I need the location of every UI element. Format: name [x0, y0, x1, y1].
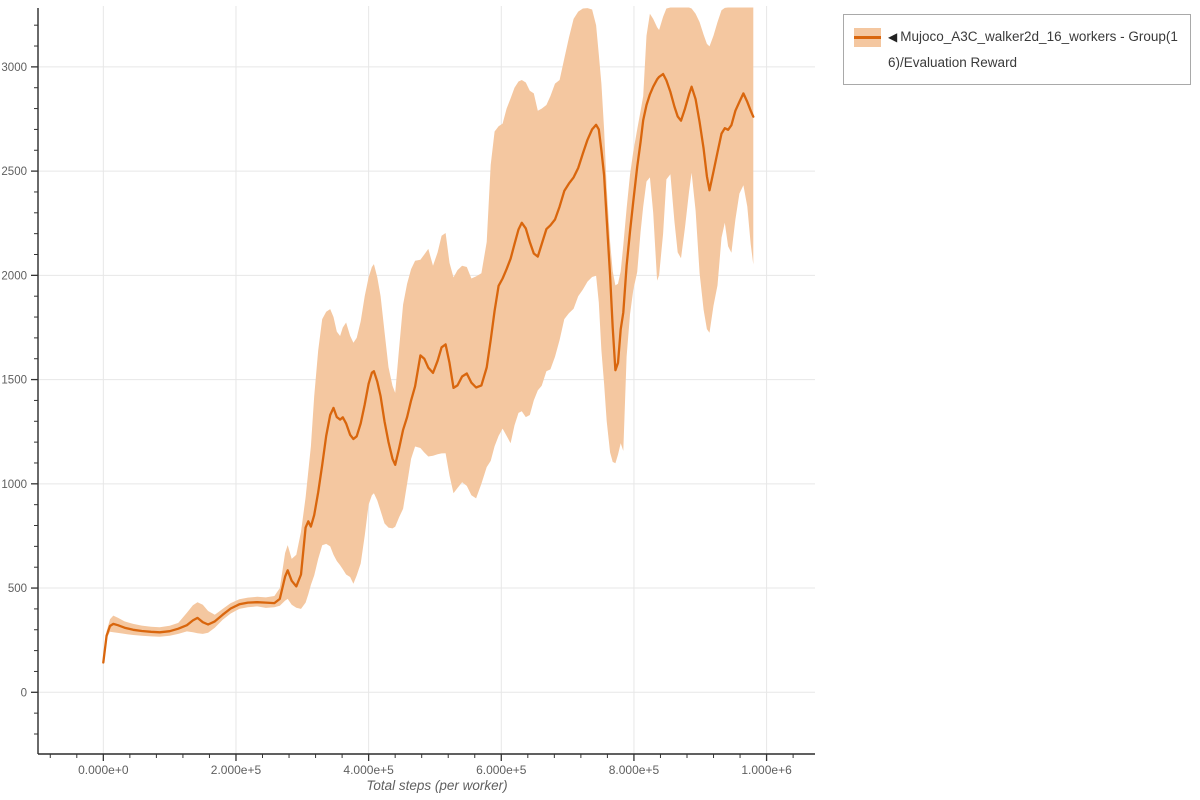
legend-box: ◀ Mujoco_A3C_walker2d_16_workers - Group(…: [843, 14, 1191, 85]
reward-band-area: [103, 7, 754, 663]
y-tick-label: 3000: [1, 62, 27, 74]
collapse-triangle-icon: ◀: [888, 30, 898, 44]
x-tick-label: 0.000e+0: [78, 763, 129, 777]
reward-mean-line: [102, 72, 755, 664]
y-tick-label: 2000: [1, 270, 27, 282]
y-tick-label: 1000: [1, 479, 27, 491]
legend-swatch-icon: [854, 28, 881, 47]
x-axis-title: Total steps (per worker): [366, 778, 507, 793]
x-tick-label: 2.000e+5: [211, 763, 262, 777]
x-tick-label: 1.000e+6: [741, 763, 792, 777]
legend-label: ◀ Mujoco_A3C_walker2d_16_workers - Group(…: [888, 24, 1180, 76]
legend-item[interactable]: ◀ Mujoco_A3C_walker2d_16_workers - Group(…: [854, 24, 1180, 76]
legend-swatch-line-icon: [854, 36, 881, 39]
x-tick-label: 6.000e+5: [476, 763, 527, 777]
y-tick-label: 2500: [1, 166, 27, 178]
x-tick-label: 4.000e+5: [343, 763, 394, 777]
y-tick-label: 1500: [1, 375, 27, 387]
legend-series-name: Mujoco_A3C_walker2d_16_workers - Group(1…: [888, 29, 1178, 70]
y-tick-label: 500: [8, 583, 27, 595]
y-tick-label: 0: [21, 687, 27, 699]
x-tick-label: 8.000e+5: [609, 763, 660, 777]
